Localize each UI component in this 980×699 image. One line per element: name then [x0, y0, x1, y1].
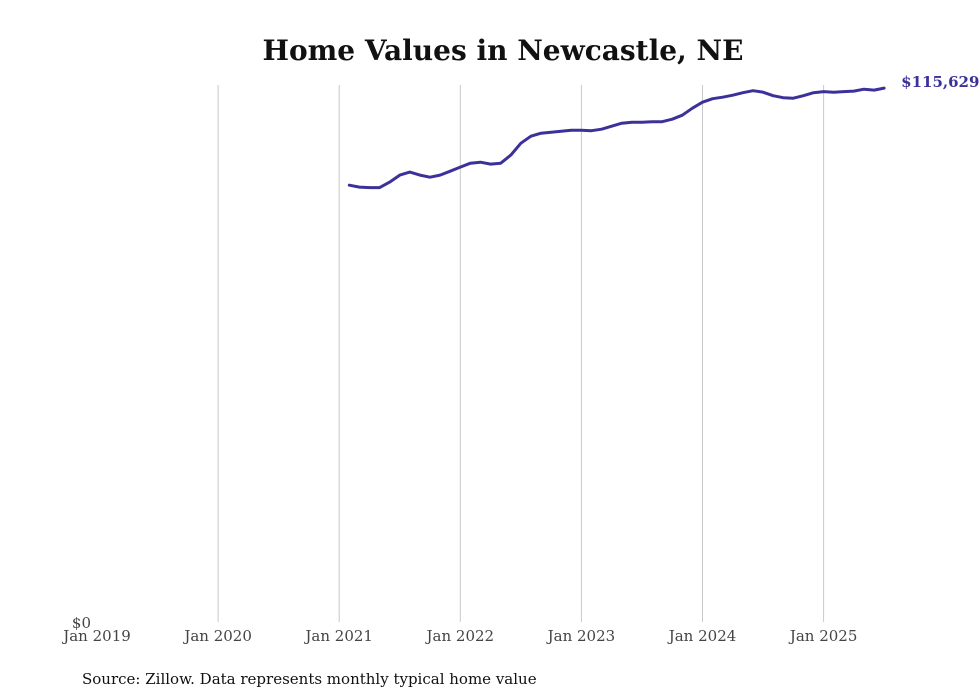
x-tick-label: Jan 2020 — [182, 627, 252, 645]
x-tick-label: Jan 2019 — [61, 627, 131, 645]
x-tick-label: Jan 2025 — [788, 627, 858, 645]
source-note: Source: Zillow. Data represents monthly … — [82, 670, 537, 688]
x-tick-label: Jan 2024 — [667, 627, 737, 645]
y-tick-label: $0 — [72, 614, 91, 632]
x-tick-label: Jan 2023 — [546, 627, 616, 645]
data-points — [349, 87, 885, 188]
chart-title: Home Values in Newcastle, NE — [263, 34, 744, 67]
series-line — [347, 86, 886, 190]
end-value-label: $115,629 — [901, 73, 979, 91]
x-tick-label: Jan 2022 — [425, 627, 495, 645]
x-tick-label: Jan 2021 — [303, 627, 373, 645]
